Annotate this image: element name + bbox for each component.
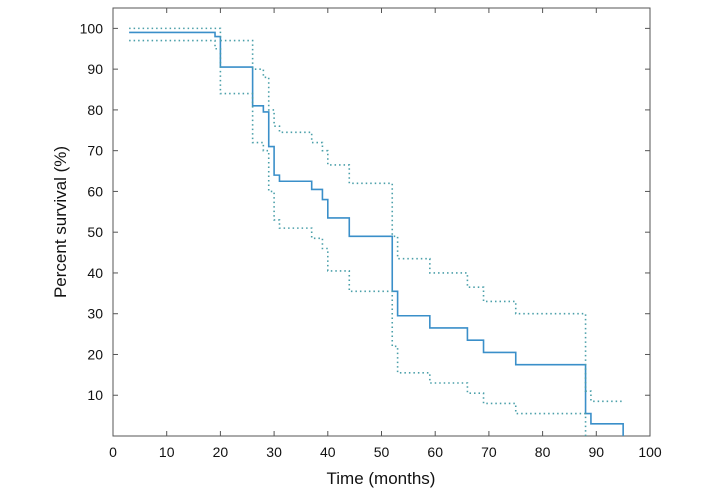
x-tick-label: 70	[481, 444, 497, 460]
x-tick-label: 20	[213, 444, 229, 460]
x-tick-label: 30	[266, 444, 282, 460]
plot-frame	[112, 7, 651, 437]
y-tick-label: 90	[87, 61, 103, 77]
confidence-interval-curve	[129, 27, 624, 403]
x-tick-label: 10	[159, 444, 175, 460]
x-tick-label: 60	[427, 444, 443, 460]
x-tick-label: 0	[109, 444, 117, 460]
y-tick-label: 80	[87, 102, 103, 118]
tick-labels: 0 10 20 30 40 50 60 70 80 90 100 10 20 30 40 50 60 70 80 90…	[80, 20, 662, 460]
x-tick-label: 40	[320, 444, 336, 460]
axes	[112, 7, 651, 437]
y-tick-label: 30	[87, 306, 103, 322]
y-tick-label: 70	[87, 143, 103, 159]
y-tick-label: 10	[87, 387, 103, 403]
y-tick-label: 50	[87, 224, 103, 240]
survival-curve	[129, 31, 624, 436]
x-tick-label: 100	[638, 444, 662, 460]
y-axis-label: Percent survival (%)	[51, 146, 70, 298]
y-tick-label: 60	[87, 183, 103, 199]
y-tick-label: 100	[80, 20, 104, 36]
confidence-interval-curve	[129, 39, 587, 436]
y-tick-label: 40	[87, 265, 103, 281]
y-tick-label: 20	[87, 346, 103, 362]
series-group	[129, 27, 624, 436]
x-tick-label: 80	[535, 444, 551, 460]
x-tick-label: 90	[589, 444, 605, 460]
x-axis-label: Time (months)	[327, 469, 436, 488]
x-tick-label: 50	[374, 444, 390, 460]
